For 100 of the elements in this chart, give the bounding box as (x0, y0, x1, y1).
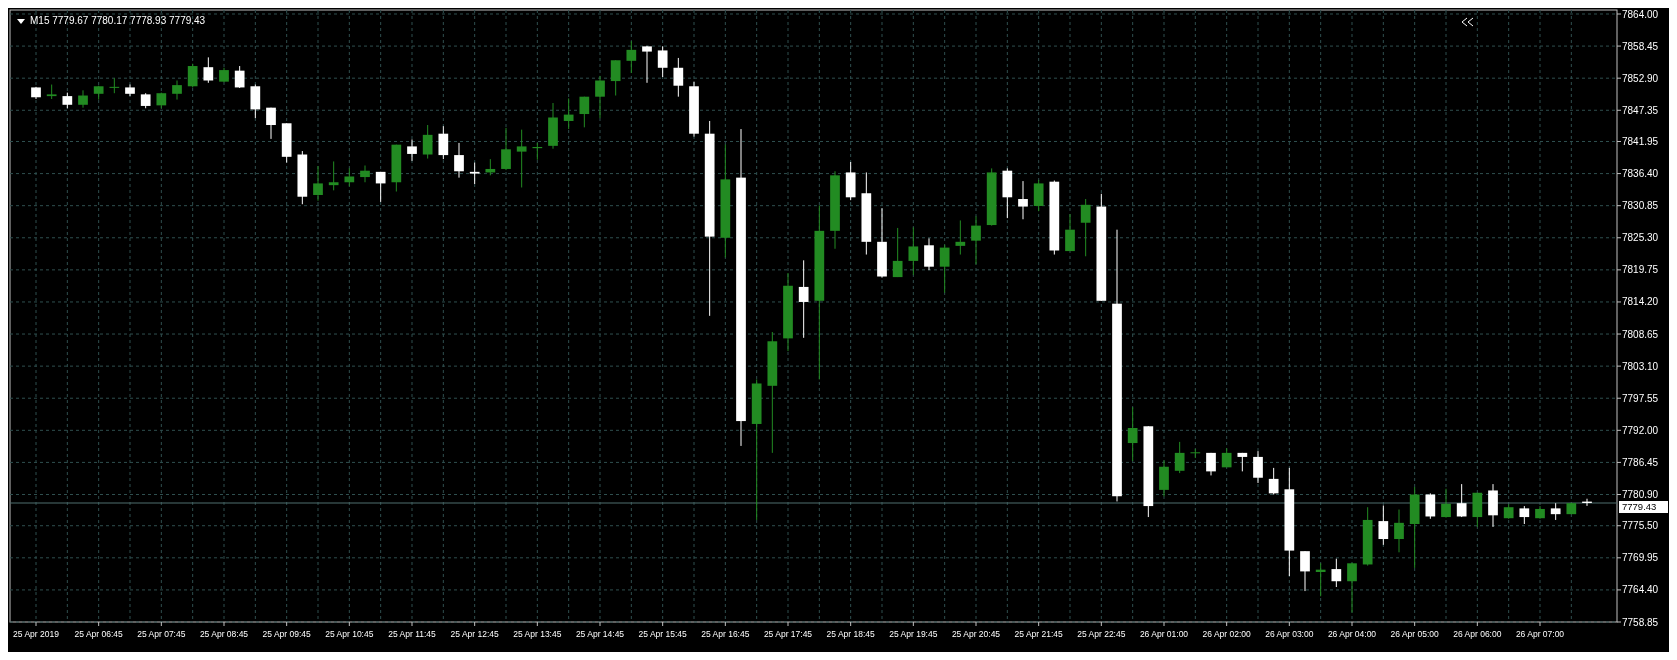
x-tick-label: 25 Apr 15:45 (638, 629, 688, 639)
y-tick-label: 7841.95 (1622, 136, 1659, 147)
x-tick-label: 25 Apr 12:45 (450, 629, 500, 639)
x-tick-label: 25 Apr 07:45 (137, 629, 186, 639)
y-tick-label: 7825.30 (1622, 232, 1659, 244)
candlestick (313, 165, 323, 202)
y-tick-label: 7847.35 (1622, 104, 1659, 116)
x-tick-label: 26 Apr 05:00 (1390, 629, 1440, 639)
x-tick-label: 26 Apr 01:00 (1139, 629, 1189, 639)
candlestick (266, 107, 276, 140)
x-tick-label: 25 Apr 06:45 (74, 629, 124, 639)
candlestick (1018, 180, 1028, 220)
candlestick (939, 244, 950, 294)
candlestick (657, 45, 668, 78)
y-tick-label: 7803.10 (1622, 360, 1659, 372)
candlestick (360, 164, 370, 183)
x-tick-label: 26 Apr 04:00 (1327, 629, 1377, 639)
y-tick-label: 7819.75 (1622, 264, 1659, 276)
candlestick (203, 56, 214, 84)
candlestick (579, 96, 590, 128)
x-tick-label: 25 Apr 13:45 (513, 629, 562, 639)
candlestick (1347, 562, 1357, 613)
chart-title: M15 7779.67 7780.17 7778.93 7779.43 (30, 15, 206, 26)
x-tick-label: 25 Apr 2019 (13, 629, 60, 639)
candlestick (1378, 504, 1389, 546)
candlestick (798, 259, 809, 339)
candlestick (422, 124, 433, 160)
x-tick-label: 25 Apr 22:45 (1077, 629, 1126, 639)
candlestick (1268, 467, 1279, 495)
candlestick (78, 89, 88, 109)
y-tick-label: 7786.45 (1622, 456, 1659, 468)
candlestick (501, 127, 511, 171)
candlestick (1080, 198, 1091, 257)
candlestick (187, 63, 198, 88)
y-tick-label: 7814.20 (1622, 296, 1659, 308)
candlestick (642, 45, 652, 84)
candlestick (1065, 213, 1075, 252)
candlestick (1441, 488, 1451, 519)
candlestick (1033, 179, 1044, 212)
candlestick (1456, 483, 1467, 518)
y-tick-label: 7830.85 (1622, 200, 1659, 212)
candlestick (924, 237, 934, 271)
y-tick-label: 7764.40 (1622, 584, 1659, 596)
candlestick (971, 215, 981, 265)
y-tick-label: 7769.95 (1622, 552, 1659, 564)
y-tick-label: 7808.65 (1622, 328, 1659, 340)
candlestick (1425, 492, 1436, 520)
y-tick-label: 7780.90 (1622, 489, 1659, 500)
candlestick (595, 75, 605, 119)
x-tick-label: 25 Apr 14:45 (575, 629, 625, 639)
x-tick-label: 25 Apr 11:45 (388, 629, 437, 639)
candlestick (563, 97, 574, 130)
candlestick (673, 57, 684, 98)
candlestick (626, 40, 637, 74)
candlestick (1159, 459, 1169, 497)
x-tick-label: 25 Apr 21:45 (1014, 629, 1064, 639)
x-tick-label: 25 Apr 08:45 (199, 629, 249, 639)
candlestick (328, 160, 339, 191)
y-tick-label: 7792.00 (1622, 424, 1659, 436)
candlestick (172, 80, 182, 101)
y-tick-label: 7864.00 (1622, 8, 1659, 20)
candlestick (407, 138, 417, 162)
candlestick (892, 227, 903, 278)
candlestick (1127, 406, 1138, 462)
x-tick-label: 26 Apr 07:00 (1515, 629, 1565, 639)
ref-line-label: 7779.43 (1622, 501, 1657, 513)
candlestick (955, 219, 966, 256)
x-tick-label: 25 Apr 10:45 (325, 629, 374, 639)
candlestick (1300, 550, 1310, 592)
candlestick (1174, 441, 1185, 474)
candlestick (234, 65, 245, 89)
candlestick (532, 142, 543, 161)
candlestick (375, 171, 386, 203)
candlestick (454, 142, 464, 179)
x-tick-label: 25 Apr 16:45 (701, 629, 750, 639)
x-tick-label: 26 Apr 02:00 (1202, 629, 1252, 639)
candlestick (908, 226, 919, 276)
candlestick (250, 84, 261, 119)
x-tick-label: 26 Apr 06:00 (1453, 629, 1502, 639)
candlestick (109, 77, 120, 94)
y-tick-label: 7775.50 (1622, 520, 1659, 532)
x-tick-label: 25 Apr 17:45 (763, 629, 813, 639)
candlestick (438, 125, 449, 160)
candlestick (516, 129, 527, 188)
y-tick-label: 7852.90 (1622, 72, 1659, 84)
candlestick (1253, 450, 1263, 484)
y-tick-label: 7797.55 (1622, 392, 1659, 404)
candlestick (469, 162, 480, 185)
candlestick (610, 59, 621, 97)
y-tick-label: 7836.40 (1622, 168, 1659, 180)
y-tick-label: 7858.45 (1622, 40, 1659, 52)
x-tick-label: 25 Apr 20:45 (951, 629, 1001, 639)
x-tick-label: 25 Apr 18:45 (826, 629, 876, 639)
x-tick-label: 25 Apr 19:45 (889, 629, 938, 639)
candlestick (1315, 562, 1326, 597)
candlestick (1394, 509, 1404, 553)
y-tick-label: 7758.85 (1622, 616, 1659, 628)
x-tick-label: 25 Apr 09:45 (262, 629, 312, 639)
candlestick (1331, 558, 1342, 588)
x-tick-label: 26 Apr 03:00 (1265, 629, 1314, 639)
